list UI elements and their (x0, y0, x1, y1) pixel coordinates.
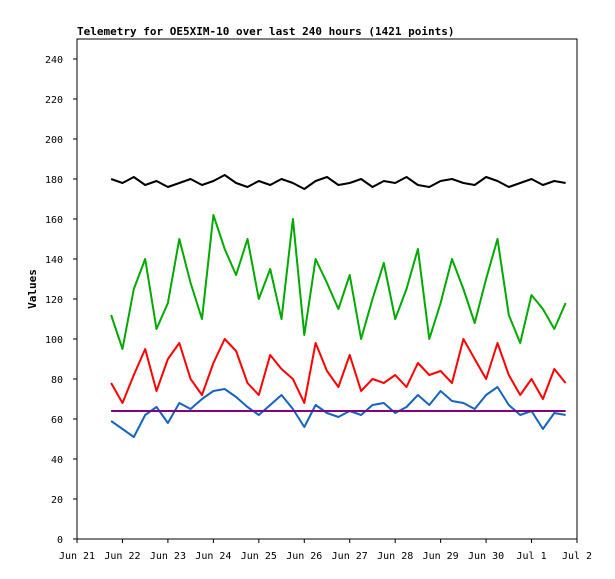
y-tick-label: 180 (45, 175, 63, 186)
y-tick-label: 220 (45, 95, 63, 106)
plot-area (76, 38, 578, 540)
series-line (110, 214, 567, 350)
x-tick-label: Jun 27 (332, 551, 368, 562)
series-line (110, 338, 567, 404)
y-tick-label: 0 (57, 535, 63, 546)
y-tick-label: 80 (51, 375, 63, 386)
series-line (110, 174, 566, 190)
y-tick-label: 240 (45, 55, 63, 66)
chart-title: Telemetry for OE5XIM-10 over last 240 ho… (77, 25, 455, 38)
x-tick-label: Jul 1 (516, 551, 546, 562)
y-axis-label: Values (26, 269, 39, 309)
y-tick-label: 160 (45, 215, 63, 226)
series-group (110, 174, 567, 438)
y-tick-label: 120 (45, 295, 63, 306)
x-tick-label: Jun 23 (150, 551, 186, 562)
x-tick-label: Jun 22 (104, 551, 140, 562)
x-tick-label: Jun 25 (241, 551, 277, 562)
x-tick-label: Jun 21 (59, 551, 95, 562)
y-tick-label: 200 (45, 135, 63, 146)
series-line (110, 386, 566, 438)
y-axis: 0 20 40 60 80 100 120 140 160 180 200 220 240 (45, 55, 77, 546)
y-tick-label: 40 (51, 455, 63, 466)
y-tick-label: 100 (45, 335, 63, 346)
x-tick-label: Jun 24 (195, 551, 231, 562)
y-tick-label: 60 (51, 415, 63, 426)
x-tick-label: Jul 2 (562, 551, 592, 562)
x-tick-label: Jun 28 (377, 551, 413, 562)
x-axis: Jun 21 Jun 22 Jun 23 Jun 24 Jun 25 Jun 26 Jun … (59, 539, 592, 562)
y-tick-label: 20 (51, 495, 63, 506)
x-tick-label: Jun 30 (468, 551, 504, 562)
plot-frame (76, 38, 578, 540)
x-tick-label: Jun 26 (286, 551, 322, 562)
x-tick-label: Jun 29 (423, 551, 459, 562)
y-tick-label: 140 (45, 255, 63, 266)
